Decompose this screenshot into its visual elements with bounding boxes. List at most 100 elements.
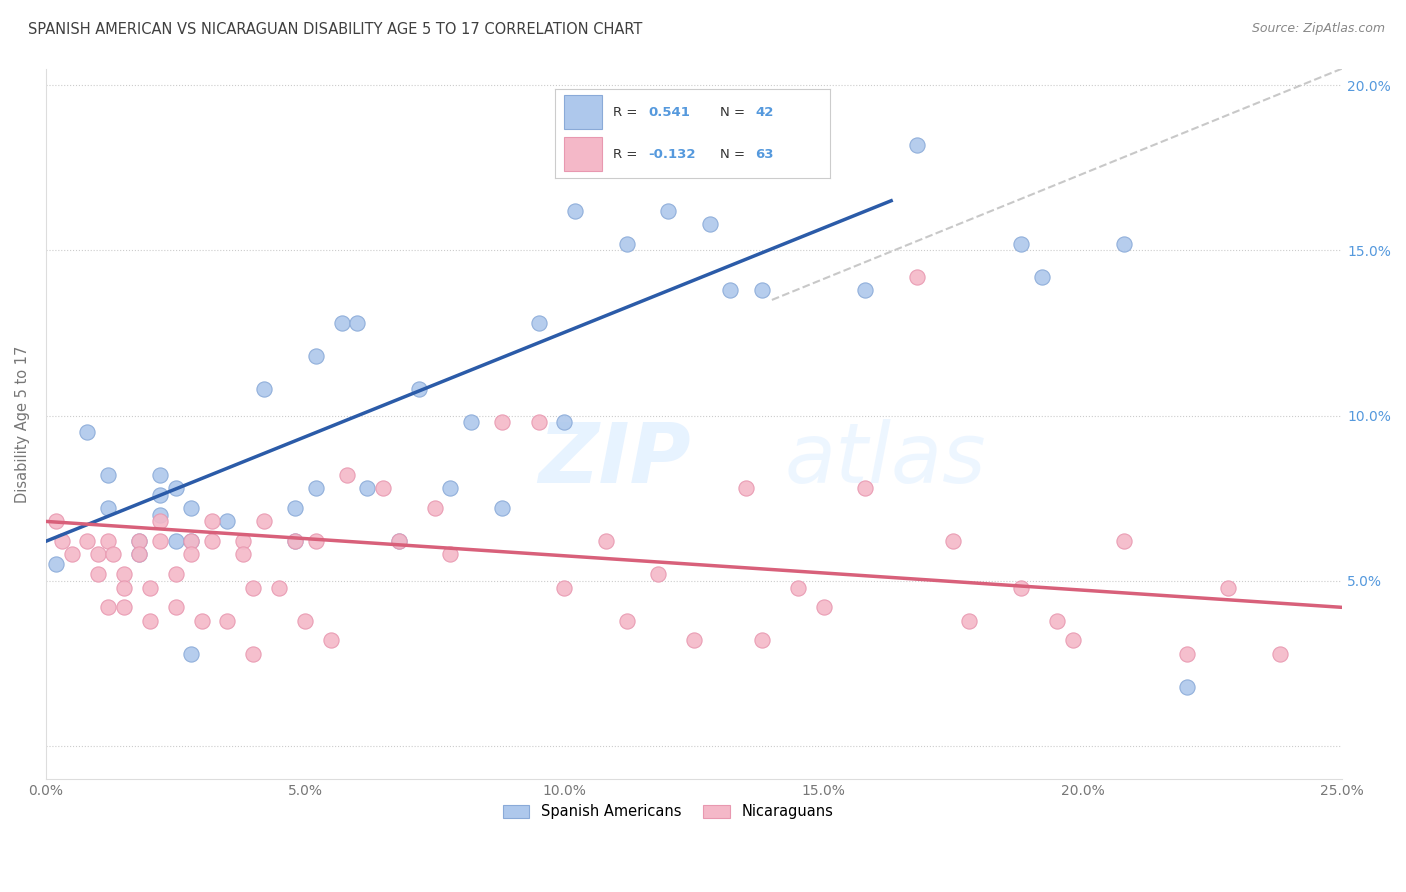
- Point: [553, 415, 575, 429]
- Point: [1268, 647, 1291, 661]
- Point: [97, 600, 120, 615]
- Point: [786, 581, 808, 595]
- Point: [76, 534, 98, 549]
- Point: [853, 283, 876, 297]
- Point: [217, 614, 239, 628]
- Point: [180, 534, 202, 549]
- Y-axis label: Disability Age 5 to 17: Disability Age 5 to 17: [15, 345, 30, 502]
- Legend: Spanish Americans, Nicaraguans: Spanish Americans, Nicaraguans: [498, 798, 839, 825]
- Point: [853, 481, 876, 495]
- Point: [284, 534, 307, 549]
- Point: [699, 217, 721, 231]
- Point: [112, 581, 135, 595]
- Point: [1010, 236, 1032, 251]
- Point: [232, 534, 254, 549]
- Point: [128, 534, 150, 549]
- Text: R =: R =: [613, 148, 641, 161]
- Point: [103, 548, 125, 562]
- Point: [45, 515, 67, 529]
- Point: [527, 415, 550, 429]
- Point: [149, 468, 172, 483]
- Point: [371, 481, 394, 495]
- Point: [190, 614, 212, 628]
- Point: [423, 501, 446, 516]
- Point: [149, 515, 172, 529]
- Point: [149, 488, 172, 502]
- Point: [1114, 534, 1136, 549]
- Point: [408, 382, 430, 396]
- Point: [813, 600, 835, 615]
- Point: [76, 425, 98, 439]
- Text: R =: R =: [613, 106, 641, 119]
- FancyBboxPatch shape: [564, 95, 602, 129]
- Text: -0.132: -0.132: [648, 148, 696, 161]
- Point: [683, 633, 706, 648]
- Point: [1010, 581, 1032, 595]
- Point: [217, 515, 239, 529]
- Point: [1175, 647, 1198, 661]
- Point: [51, 534, 73, 549]
- Point: [269, 581, 291, 595]
- Point: [294, 614, 316, 628]
- Point: [128, 548, 150, 562]
- Point: [564, 203, 586, 218]
- Point: [387, 534, 409, 549]
- Point: [1114, 236, 1136, 251]
- Text: N =: N =: [720, 148, 749, 161]
- Point: [180, 647, 202, 661]
- Point: [942, 534, 965, 549]
- Text: 0.541: 0.541: [648, 106, 690, 119]
- Point: [165, 534, 187, 549]
- Point: [1218, 581, 1240, 595]
- Point: [180, 534, 202, 549]
- Point: [97, 468, 120, 483]
- Point: [304, 349, 326, 363]
- Point: [45, 558, 67, 572]
- Point: [1175, 680, 1198, 694]
- Point: [616, 614, 638, 628]
- Point: [460, 415, 482, 429]
- Point: [957, 614, 980, 628]
- Text: Source: ZipAtlas.com: Source: ZipAtlas.com: [1251, 22, 1385, 36]
- Point: [180, 548, 202, 562]
- Point: [87, 548, 110, 562]
- Point: [138, 581, 160, 595]
- Point: [60, 548, 83, 562]
- FancyBboxPatch shape: [564, 137, 602, 171]
- Point: [87, 567, 110, 582]
- Point: [112, 567, 135, 582]
- Point: [905, 137, 928, 152]
- Point: [321, 633, 343, 648]
- Text: atlas: atlas: [785, 419, 987, 500]
- Point: [128, 548, 150, 562]
- Text: N =: N =: [720, 106, 749, 119]
- Point: [242, 581, 264, 595]
- Point: [491, 501, 513, 516]
- Point: [304, 534, 326, 549]
- Point: [751, 283, 773, 297]
- Point: [1062, 633, 1084, 648]
- Point: [595, 534, 617, 549]
- Point: [751, 633, 773, 648]
- Point: [242, 647, 264, 661]
- Point: [491, 415, 513, 429]
- Text: ZIP: ZIP: [538, 419, 692, 500]
- Point: [356, 481, 378, 495]
- Point: [149, 508, 172, 522]
- Point: [201, 515, 224, 529]
- Point: [97, 534, 120, 549]
- Point: [439, 481, 461, 495]
- Point: [284, 501, 307, 516]
- Point: [165, 600, 187, 615]
- Point: [718, 283, 741, 297]
- Point: [553, 581, 575, 595]
- Point: [149, 534, 172, 549]
- Point: [336, 468, 359, 483]
- Point: [1046, 614, 1069, 628]
- Point: [232, 548, 254, 562]
- Point: [616, 236, 638, 251]
- Point: [97, 501, 120, 516]
- Point: [112, 600, 135, 615]
- Point: [180, 501, 202, 516]
- Point: [201, 534, 224, 549]
